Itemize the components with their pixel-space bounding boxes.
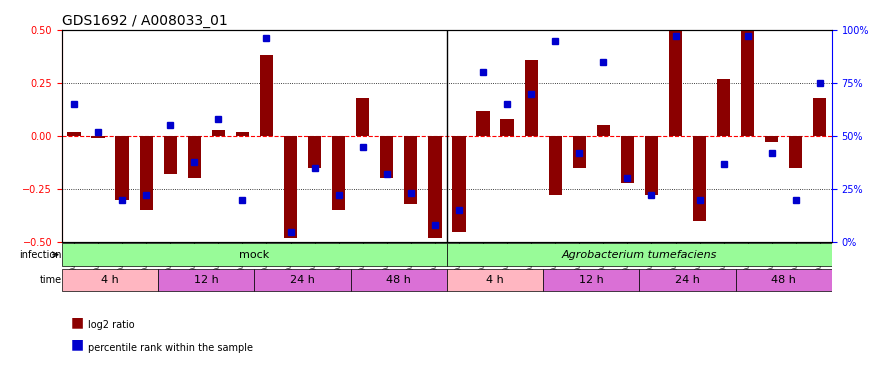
- Bar: [525, 60, 538, 136]
- Text: 24 h: 24 h: [675, 275, 700, 285]
- Text: infection: infection: [19, 250, 62, 260]
- FancyBboxPatch shape: [158, 268, 255, 291]
- Text: 48 h: 48 h: [387, 275, 412, 285]
- Text: mock: mock: [239, 250, 270, 260]
- Bar: [164, 136, 177, 174]
- Bar: [260, 56, 273, 136]
- Text: Agrobacterium tumefaciens: Agrobacterium tumefaciens: [562, 250, 717, 260]
- Bar: [789, 136, 803, 168]
- Text: 12 h: 12 h: [579, 275, 604, 285]
- FancyBboxPatch shape: [62, 243, 447, 266]
- FancyBboxPatch shape: [639, 268, 735, 291]
- Bar: [212, 130, 225, 136]
- Bar: [573, 136, 586, 168]
- Bar: [188, 136, 201, 178]
- Bar: [620, 136, 634, 183]
- Bar: [452, 136, 466, 231]
- Bar: [549, 136, 562, 195]
- Bar: [140, 136, 153, 210]
- Bar: [381, 136, 394, 178]
- Text: 4 h: 4 h: [101, 275, 119, 285]
- Bar: [596, 126, 610, 136]
- Bar: [356, 98, 369, 136]
- FancyBboxPatch shape: [255, 268, 350, 291]
- Bar: [693, 136, 706, 221]
- Text: 4 h: 4 h: [486, 275, 504, 285]
- FancyBboxPatch shape: [543, 268, 639, 291]
- Text: 24 h: 24 h: [290, 275, 315, 285]
- Bar: [115, 136, 128, 200]
- Text: 12 h: 12 h: [194, 275, 219, 285]
- Bar: [404, 136, 418, 204]
- Bar: [332, 136, 345, 210]
- Bar: [91, 136, 104, 138]
- Text: ■: ■: [71, 338, 84, 352]
- FancyBboxPatch shape: [735, 268, 832, 291]
- Bar: [428, 136, 442, 238]
- Text: log2 ratio: log2 ratio: [88, 320, 135, 330]
- Bar: [741, 30, 754, 136]
- FancyBboxPatch shape: [447, 243, 832, 266]
- Text: time: time: [40, 275, 62, 285]
- Bar: [308, 136, 321, 168]
- Bar: [813, 98, 827, 136]
- FancyBboxPatch shape: [447, 268, 543, 291]
- Bar: [235, 132, 249, 136]
- Text: percentile rank within the sample: percentile rank within the sample: [88, 343, 253, 352]
- Text: 48 h: 48 h: [772, 275, 796, 285]
- FancyBboxPatch shape: [62, 268, 158, 291]
- Bar: [766, 136, 779, 142]
- Bar: [476, 111, 489, 136]
- FancyBboxPatch shape: [350, 268, 447, 291]
- Bar: [284, 136, 297, 238]
- Text: GDS1692 / A008033_01: GDS1692 / A008033_01: [62, 13, 227, 28]
- Bar: [669, 30, 682, 136]
- Text: ■: ■: [71, 315, 84, 329]
- Bar: [645, 136, 658, 195]
- Bar: [500, 119, 513, 136]
- Bar: [717, 79, 730, 136]
- Bar: [67, 132, 81, 136]
